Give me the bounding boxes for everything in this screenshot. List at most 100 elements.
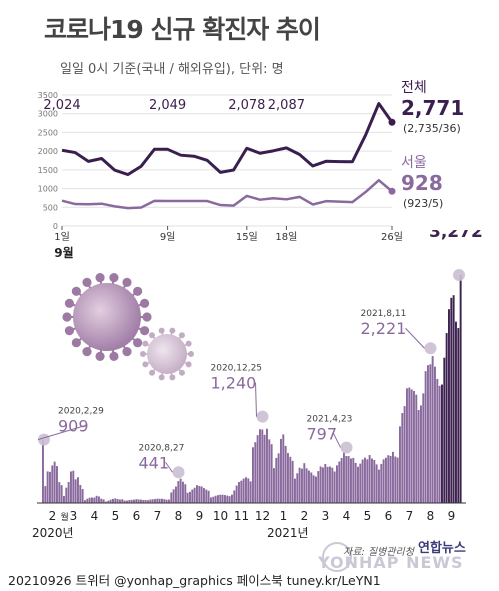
daily-bar xyxy=(123,500,126,503)
daily-bar xyxy=(415,394,418,503)
daily-bar xyxy=(364,457,366,503)
daily-bar xyxy=(338,461,341,503)
month-label: 9월 xyxy=(54,245,73,260)
daily-bar xyxy=(158,498,161,503)
last-point-marker xyxy=(388,118,396,126)
daily-bar xyxy=(289,456,292,503)
daily-bar xyxy=(368,455,371,503)
virus-spike-tip xyxy=(71,286,81,296)
publisher-logo: 연합뉴스 xyxy=(418,541,466,556)
daily-bar xyxy=(191,489,194,503)
daily-bar xyxy=(81,489,84,503)
daily-bar xyxy=(116,499,119,503)
daily-bar xyxy=(91,497,93,503)
daily-bar xyxy=(46,471,49,503)
daily-bar xyxy=(42,439,44,503)
daily-bar xyxy=(382,459,385,503)
daily-bar xyxy=(84,500,86,503)
daily-bar xyxy=(319,466,322,503)
virus-spike-tip xyxy=(122,347,132,357)
daily-bar xyxy=(431,356,434,503)
daily-bar xyxy=(170,492,173,503)
month-tick-label: 12 xyxy=(255,509,270,523)
annotation-marker xyxy=(256,410,269,423)
month-tick-label: 8 xyxy=(427,509,435,523)
daily-bar xyxy=(443,357,446,503)
daily-bar xyxy=(249,481,252,503)
daily-bar xyxy=(427,365,429,503)
data-label: 2,024 xyxy=(43,98,80,113)
virus-spike-tip xyxy=(142,361,149,368)
daily-bar xyxy=(156,498,159,503)
y-tick-label: 3000 xyxy=(38,110,58,119)
daily-bar xyxy=(142,499,145,503)
watermark-text: YONHAP NEWS xyxy=(318,553,464,572)
virus-spike-tip xyxy=(133,286,143,296)
daily-bar xyxy=(273,468,275,503)
daily-bar xyxy=(301,468,303,503)
annotation-marker xyxy=(38,433,50,446)
annotation-marker xyxy=(340,441,353,454)
daily-bar xyxy=(410,389,413,503)
virus-spike-tip xyxy=(142,312,152,322)
series-name: 전체 xyxy=(401,80,427,96)
daily-bar xyxy=(340,458,343,503)
annotation-leader xyxy=(165,461,173,473)
daily-bar xyxy=(165,499,168,503)
daily-bar xyxy=(371,458,373,503)
daily-bar xyxy=(266,428,268,503)
data-source: 자료: 질병관리청 xyxy=(343,547,414,558)
annotation-value: 3,272 xyxy=(429,230,483,242)
virus-spike-tip xyxy=(122,277,132,287)
daily-bar xyxy=(303,463,306,503)
daily-bar xyxy=(133,499,135,503)
daily-bar xyxy=(450,297,453,503)
daily-bar xyxy=(373,459,376,503)
daily-bar xyxy=(329,466,331,503)
virus-spike-tip xyxy=(169,374,176,381)
daily-bar xyxy=(259,429,261,503)
daily-bar xyxy=(98,496,100,503)
daily-bar xyxy=(441,384,443,503)
month-tick-label: 9 xyxy=(196,509,204,523)
daily-bar xyxy=(105,501,107,503)
daily-bar xyxy=(357,466,359,503)
daily-bar xyxy=(277,453,280,503)
virus-spike-tip xyxy=(95,351,105,361)
daily-bar xyxy=(445,333,448,503)
daily-bar xyxy=(394,456,397,503)
daily-bar xyxy=(350,458,352,503)
month-tick-label: 3 xyxy=(322,509,330,523)
daily-bar xyxy=(221,494,224,503)
series-name: 서울 xyxy=(401,155,427,171)
daily-bar xyxy=(182,481,184,503)
daily-bar xyxy=(270,444,273,503)
month-tick-label: 7 xyxy=(154,509,162,523)
daily-bar xyxy=(455,321,457,503)
daily-bar xyxy=(228,496,231,503)
daily-bar xyxy=(74,479,77,503)
virus-spike-tip xyxy=(158,374,165,381)
daily-bar xyxy=(179,478,182,503)
month-tick-label: 6 xyxy=(385,509,393,523)
daily-bar xyxy=(56,466,58,503)
daily-bar xyxy=(63,496,65,503)
series-last-detail: (2,735/36) xyxy=(403,122,461,135)
watermark-circle xyxy=(322,542,352,572)
daily-bar xyxy=(175,486,177,503)
annotation-date: 2020,8,27 xyxy=(139,443,185,453)
y-tick-label: 0 xyxy=(53,222,58,231)
month-tick-label: 2 xyxy=(301,509,309,523)
daily-bar xyxy=(392,451,394,503)
annotation-leader xyxy=(405,327,425,349)
daily-bar xyxy=(144,500,147,503)
annotation-date: 2020,2,29 xyxy=(58,407,104,417)
daily-bar xyxy=(163,499,166,503)
daily-bar xyxy=(296,473,299,503)
annotation-date: 2021,4,23 xyxy=(307,414,353,424)
virus-spike-tip xyxy=(62,312,72,322)
daily-bar xyxy=(147,500,149,503)
daily-bar xyxy=(315,476,317,503)
annotation-value: 2,221 xyxy=(361,319,407,338)
daily-bar xyxy=(205,489,208,503)
